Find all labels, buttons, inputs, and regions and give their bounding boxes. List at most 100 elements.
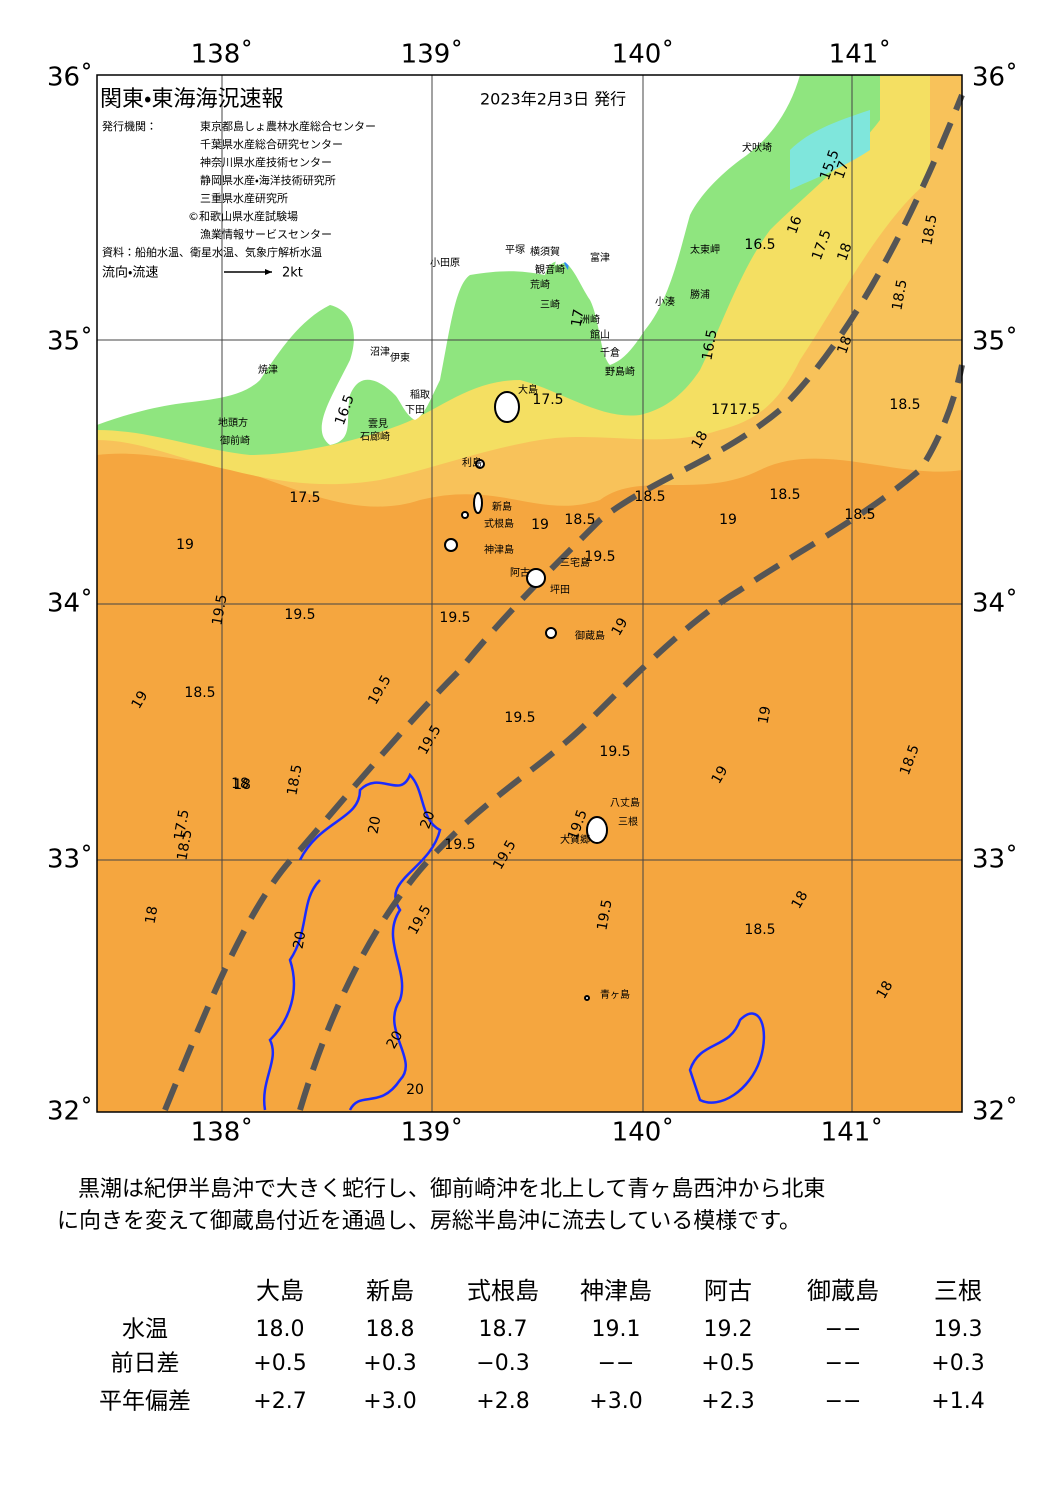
place-name: 御蔵島: [575, 629, 605, 642]
contour-label: 19: [129, 688, 152, 711]
lon-label: 138˚: [191, 40, 254, 70]
contour-label: 18: [231, 776, 249, 792]
source: 資料：船舶水温、衛星水温、気象庁解析水温: [102, 245, 322, 259]
contour-label: 18.5: [174, 828, 195, 861]
issuer: 漁業情報サービスセンター: [200, 227, 332, 241]
contour-label: 20: [366, 815, 385, 835]
contour-label: 19: [756, 705, 775, 725]
contour-label: 17.5: [532, 392, 563, 408]
lat-label: 34˚: [47, 589, 93, 619]
table-cell: −−: [598, 1351, 635, 1376]
island: [461, 511, 469, 519]
lat-label: 35˚: [47, 327, 93, 357]
map-frame: [96, 74, 963, 1113]
contour-label: 16.5: [699, 328, 720, 361]
contour-label: 20: [406, 1082, 424, 1098]
zone-15: [790, 110, 870, 190]
table-cell: +0.5: [701, 1351, 754, 1376]
flow-label: 流向・流速: [102, 265, 158, 281]
lon-label: 139˚: [401, 1118, 464, 1148]
place-name: 小湊: [655, 295, 675, 308]
flow-scale: 2kt: [282, 266, 303, 281]
table-cell: 19.3: [934, 1317, 983, 1342]
contour-label: 17: [569, 308, 588, 328]
contour-label: 19: [709, 763, 732, 786]
table-cell: +2.8: [476, 1389, 529, 1414]
place-name: 大賀郷: [560, 833, 590, 846]
kuroshio-path: [162, 93, 965, 1112]
place-name: 新島: [492, 500, 512, 513]
contour-label: 18.5: [844, 507, 875, 523]
contour-label: 17.5: [289, 490, 320, 506]
place-name: 雲見: [368, 418, 388, 430]
contour: [688, 1012, 766, 1104]
lat-label: 34˚: [972, 589, 1018, 619]
island: [586, 816, 608, 844]
table-cell: −−: [825, 1351, 862, 1376]
issuer: 神奈川県水産技術センター: [200, 155, 332, 169]
contour-label: 18: [233, 777, 251, 793]
graticule: [97, 75, 962, 1112]
title: 関東・東海海況速報: [100, 87, 283, 112]
place-name: 洲崎: [580, 313, 600, 326]
lat-label: 35˚: [972, 327, 1018, 357]
place-name: 阿古: [510, 566, 530, 579]
issuer-label: 発行機関：: [102, 119, 157, 133]
land: [555, 194, 635, 265]
lat-label: 32˚: [972, 1097, 1018, 1127]
table-cell: 19.2: [704, 1317, 753, 1342]
lon-label: 139˚: [401, 40, 464, 70]
contour-label: 19.5: [584, 549, 615, 565]
contour-label: 20: [417, 809, 438, 831]
place-name: 沼津: [370, 345, 390, 358]
island: [444, 538, 458, 552]
lon-label: 140˚: [612, 40, 675, 70]
table-cell: 18.0: [256, 1317, 305, 1342]
island: [494, 391, 520, 423]
place-name: 大島: [518, 383, 538, 396]
contour-label: 18: [789, 888, 812, 911]
place-name: 坪田: [550, 583, 570, 596]
contour-label: 19: [531, 517, 549, 533]
land: [97, 75, 800, 445]
issuer: 静岡県水産・海洋技術研究所: [200, 173, 336, 187]
place-name: 石廊崎: [360, 430, 390, 443]
place-name: 犬吠埼: [742, 141, 772, 154]
contour-label: 19.5: [444, 837, 475, 853]
contour-label: 19: [719, 512, 737, 528]
contour-label: 18.5: [889, 278, 910, 311]
column-header: 三根: [934, 1277, 982, 1305]
contour-label: 19.5: [209, 593, 230, 626]
islands: [444, 391, 608, 1001]
table-cell: +0.3: [931, 1351, 984, 1376]
table-cell: +2.3: [701, 1389, 754, 1414]
lat-label: 32˚: [47, 1097, 93, 1127]
contour-label: 17: [831, 159, 852, 181]
place-name: 三根: [618, 815, 638, 828]
flow-arrow-head: [265, 269, 272, 275]
date: 2023年2月3日 発行: [480, 90, 626, 109]
kuroshio-path: [297, 364, 965, 1111]
place-name: 勝浦: [690, 288, 710, 301]
table-cell: +3.0: [363, 1389, 416, 1414]
issuer: 東京都島しょ農林水産総合センター: [200, 119, 376, 133]
column-header: 式根島: [467, 1277, 539, 1305]
place-name: 小田原: [430, 257, 460, 269]
contour-label: 20: [291, 930, 310, 950]
lat-label: 33˚: [972, 845, 1018, 875]
contour-label: 19.5: [594, 898, 615, 931]
table-cell: +0.3: [363, 1351, 416, 1376]
place-name: 下田: [405, 405, 425, 416]
contour-label: 18: [689, 428, 712, 451]
lon-label: 141˚: [829, 40, 892, 70]
place-name: 御前崎: [220, 434, 250, 447]
place-name: 神津島: [484, 543, 514, 556]
island: [584, 995, 590, 1001]
summary-line: に向きを変えて御蔵島付近を通過し、房総半島沖に流去している模様です。: [57, 1209, 801, 1234]
contour-label: 18: [834, 334, 855, 356]
place-name: 式根島: [484, 517, 514, 530]
column-header: 御蔵島: [807, 1277, 879, 1305]
row-label: 平年偏差: [99, 1389, 191, 1415]
